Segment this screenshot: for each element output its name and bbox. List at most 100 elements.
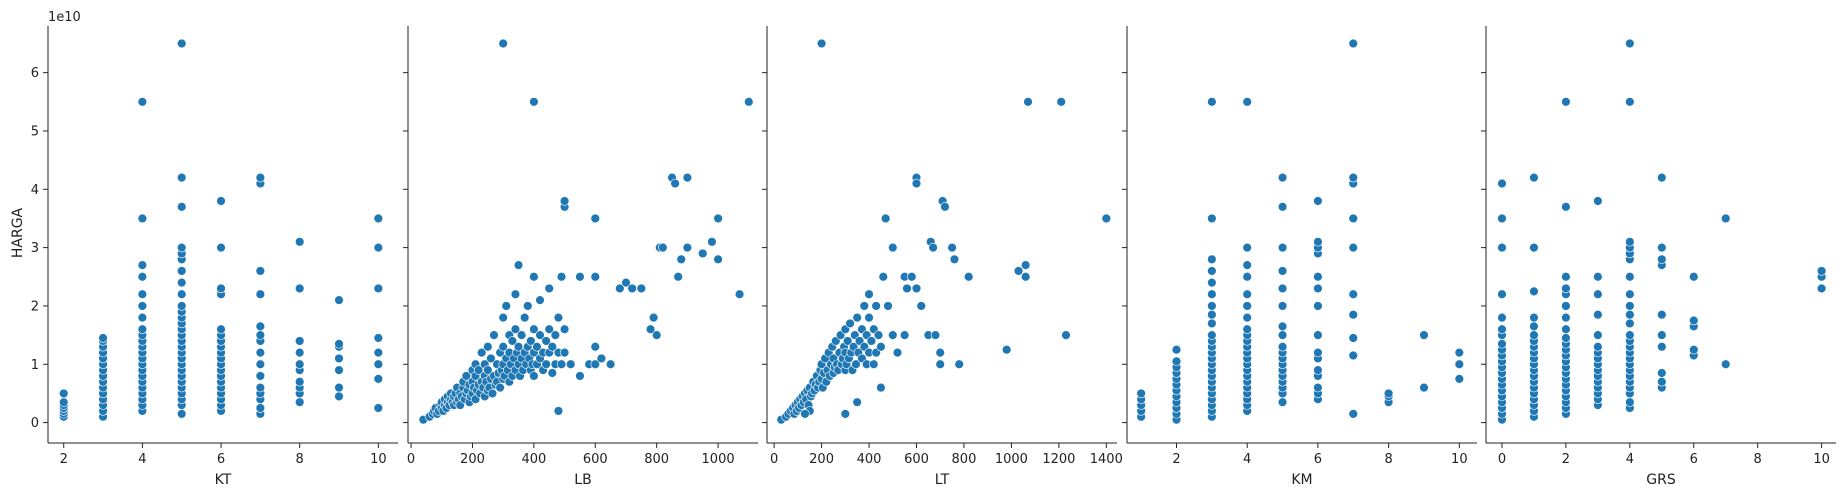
- data-point: [334, 353, 344, 364]
- data-point: [627, 283, 637, 294]
- data-point: [373, 333, 384, 343]
- data-point: [566, 359, 576, 369]
- data-point: [473, 365, 484, 375]
- scatter-panel-grs: 0 2 4 6 8 10 GRS: [1481, 26, 1836, 488]
- data-point: [1207, 301, 1217, 311]
- data-point: [880, 213, 891, 224]
- data-point: [1497, 242, 1507, 253]
- data-point: [1657, 309, 1667, 320]
- data-point: [1721, 359, 1731, 369]
- data-point: [928, 242, 938, 253]
- data-point: [1313, 283, 1323, 294]
- data-point: [541, 336, 551, 346]
- data-point: [255, 371, 266, 381]
- data-point: [519, 312, 530, 323]
- x-tick-label: 10: [370, 452, 387, 467]
- data-point: [645, 324, 656, 334]
- x-tick-label: 2: [60, 452, 68, 467]
- data-point: [137, 324, 148, 334]
- data-point: [596, 353, 607, 364]
- data-point: [1207, 97, 1217, 107]
- data-point: [1561, 301, 1571, 311]
- data-point: [845, 318, 855, 329]
- data-point: [713, 213, 723, 224]
- data-point: [334, 382, 344, 393]
- data-point: [137, 312, 148, 323]
- data-point: [1529, 330, 1539, 340]
- data-point: [1689, 344, 1699, 355]
- y-tick-label: 1: [31, 358, 39, 373]
- data-point: [954, 359, 964, 369]
- data-point: [483, 342, 493, 352]
- data-point: [529, 371, 539, 381]
- data-point: [911, 178, 922, 189]
- data-point: [294, 237, 305, 247]
- data-point: [871, 301, 881, 311]
- data-point: [498, 312, 508, 323]
- data-point: [498, 38, 508, 49]
- data-point: [177, 172, 187, 183]
- data-point: [621, 277, 631, 288]
- data-point: [1348, 289, 1358, 299]
- data-point: [535, 295, 545, 305]
- x-tick-label: 0: [1498, 452, 1506, 467]
- data-point: [1277, 266, 1288, 276]
- y-tick-label: 4: [31, 183, 39, 198]
- data-point: [682, 242, 693, 253]
- data-point: [255, 382, 266, 393]
- data-point: [852, 397, 862, 407]
- data-point: [216, 196, 226, 206]
- data-point: [1020, 272, 1031, 282]
- data-point: [1101, 213, 1112, 224]
- data-point: [559, 196, 570, 206]
- data-point: [1348, 38, 1358, 49]
- data-point: [1207, 213, 1217, 224]
- data-point: [1242, 260, 1252, 270]
- data-point: [1277, 301, 1288, 311]
- data-point: [1207, 266, 1217, 276]
- data-point: [1454, 347, 1465, 358]
- data-point: [535, 330, 545, 340]
- data-point: [816, 38, 827, 49]
- data-point: [547, 342, 557, 352]
- data-point: [1561, 97, 1571, 107]
- data-point: [1657, 368, 1667, 378]
- x-tick-label: 800: [644, 452, 669, 467]
- data-point: [1171, 344, 1182, 355]
- data-point: [1625, 309, 1635, 320]
- y-axis-offset-label: 1e10: [48, 10, 81, 25]
- data-point: [1013, 266, 1024, 276]
- data-point: [1001, 344, 1012, 355]
- data-point: [1242, 272, 1252, 282]
- data-point: [559, 347, 570, 358]
- data-point: [866, 336, 877, 346]
- data-point: [707, 237, 717, 247]
- data-point: [334, 391, 344, 402]
- data-point: [529, 97, 539, 107]
- data-point: [605, 359, 616, 369]
- data-point: [1207, 289, 1217, 299]
- data-point: [255, 347, 266, 358]
- data-point: [1061, 330, 1071, 340]
- data-point: [1593, 309, 1603, 320]
- data-point: [1207, 318, 1217, 329]
- data-point: [255, 330, 266, 340]
- data-point: [550, 330, 561, 340]
- data-point: [888, 242, 898, 253]
- data-point: [1497, 213, 1507, 224]
- data-point: [526, 336, 536, 346]
- scatter-panel-lb: 0 200 400 600 800 1000 LB: [403, 26, 758, 488]
- data-point: [1313, 196, 1323, 206]
- data-point: [1348, 350, 1358, 361]
- data-point: [487, 388, 498, 399]
- data-point: [1419, 330, 1429, 340]
- data-point: [636, 283, 647, 294]
- data-point: [864, 289, 874, 299]
- data-point: [902, 283, 912, 294]
- data-point: [1277, 321, 1288, 332]
- data-point: [294, 377, 305, 387]
- data-point: [177, 202, 187, 212]
- data-point: [373, 347, 384, 358]
- x-tick-label: 4: [1626, 452, 1634, 467]
- data-point: [334, 295, 344, 305]
